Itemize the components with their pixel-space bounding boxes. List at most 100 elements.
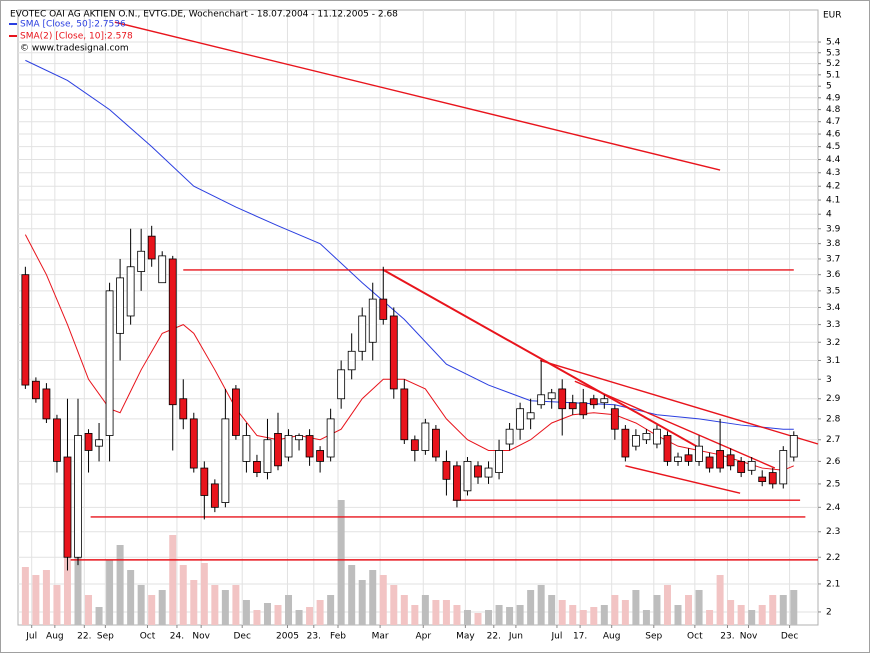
y-tick-label: 5.2	[826, 59, 840, 69]
candle-body	[705, 456, 714, 469]
candle-body	[126, 266, 135, 317]
volume-bar	[32, 575, 40, 625]
candle-body	[431, 428, 440, 458]
y-tick-label: 4.4	[826, 155, 841, 165]
candle-body	[74, 435, 82, 558]
volume-bar	[95, 607, 103, 625]
volume-bar	[411, 605, 419, 625]
volume-bar	[506, 607, 514, 625]
candle-body	[663, 435, 672, 462]
x-tick-label: Sep	[645, 632, 662, 642]
candle-body	[779, 450, 788, 485]
candle-body	[316, 450, 325, 462]
plot-area	[17, 9, 819, 626]
x-tick-label: Dec	[781, 632, 798, 642]
candle-body	[379, 298, 388, 320]
trend-line	[539, 359, 819, 445]
candle-body	[442, 461, 451, 480]
y-tick-label: 2	[826, 607, 832, 617]
candle-body	[326, 418, 335, 458]
volume-bar	[611, 595, 619, 625]
volume-bar	[295, 610, 303, 625]
volume-bar	[758, 605, 766, 625]
x-tick-label: 24.	[170, 632, 184, 642]
candle-body	[210, 483, 219, 508]
volume-bar	[632, 590, 640, 625]
y-tick-label: 2.2	[826, 553, 840, 563]
candle-body	[768, 472, 777, 485]
volume-bar	[190, 580, 198, 625]
candle-body	[179, 398, 188, 420]
volume-bar	[232, 585, 240, 625]
candle-body	[579, 402, 588, 416]
candle-body	[653, 428, 661, 445]
candle-body	[716, 450, 725, 469]
y-tick-label: 2.7	[826, 435, 840, 445]
candle-body	[747, 461, 756, 471]
x-tick-label: Mar	[372, 632, 389, 642]
volume-bar	[421, 595, 429, 625]
y-tick-label: 5.4	[826, 38, 841, 48]
x-tick-label: Aug	[603, 632, 621, 642]
volume-bar	[85, 595, 93, 625]
y-tick-label: 3.3	[826, 320, 840, 330]
y-tick-label: 4.7	[826, 117, 840, 127]
candle-body	[253, 461, 261, 473]
lines	[24, 21, 819, 561]
volume-bar	[358, 580, 366, 625]
volume-bar	[306, 607, 314, 625]
volume-bar	[674, 605, 682, 625]
grid	[18, 10, 821, 628]
volume-bar	[137, 585, 145, 625]
ma-line	[25, 59, 794, 430]
candle-body	[200, 467, 209, 496]
candle-body	[695, 445, 703, 462]
volume-bar	[727, 600, 735, 625]
volume-bar	[537, 585, 545, 625]
candle-body	[263, 439, 272, 473]
legend-label: SMA(2) [Close, 10]:2.578	[20, 32, 133, 42]
candle-body	[137, 250, 146, 272]
volume-bar	[211, 585, 219, 625]
volume-bar	[769, 595, 777, 625]
volume-bar	[263, 603, 271, 625]
candle-body	[789, 435, 798, 458]
volume-bar	[116, 545, 124, 625]
volume-bar	[621, 600, 629, 625]
volume-bar	[21, 567, 29, 625]
y-tick-label: 4.6	[826, 130, 841, 140]
volume-bar	[285, 595, 293, 625]
volume-bar	[590, 607, 598, 625]
candle-body	[410, 439, 419, 451]
candle-body	[231, 388, 240, 436]
volume-bar	[242, 600, 250, 625]
x-tick-label: Oct	[140, 632, 156, 642]
volume-bar	[706, 610, 714, 625]
volume-bar	[316, 600, 324, 625]
volume-bar	[348, 565, 356, 625]
y-tick-label: 4.2	[826, 182, 840, 192]
volume-bar	[379, 575, 387, 625]
x-tick-label: Nov	[192, 632, 210, 642]
x-tick-label: Sep	[97, 632, 114, 642]
volume-bar	[748, 610, 756, 625]
legend-label: SMA [Close, 50]:2.7536	[20, 20, 126, 30]
volume-bar	[737, 605, 745, 625]
y-tick-label: 4.1	[826, 196, 840, 206]
y-tick-label: 3.8	[826, 239, 841, 249]
candle-body	[368, 298, 377, 343]
volume-bars	[21, 500, 798, 625]
volume-bar	[463, 610, 471, 625]
volume-bar	[453, 605, 461, 625]
candle-body	[189, 418, 198, 469]
x-tick-label: Nov	[740, 632, 758, 642]
y-tick-label: 4.8	[826, 105, 841, 115]
x-tick-label: 23.	[720, 632, 734, 642]
x-tick-label: Dec	[233, 632, 250, 642]
candle-body	[474, 465, 482, 478]
candle-body	[610, 408, 619, 430]
volume-bar	[400, 595, 408, 625]
y-tick-label: 2.5	[826, 479, 840, 489]
volume-bar	[695, 590, 703, 625]
